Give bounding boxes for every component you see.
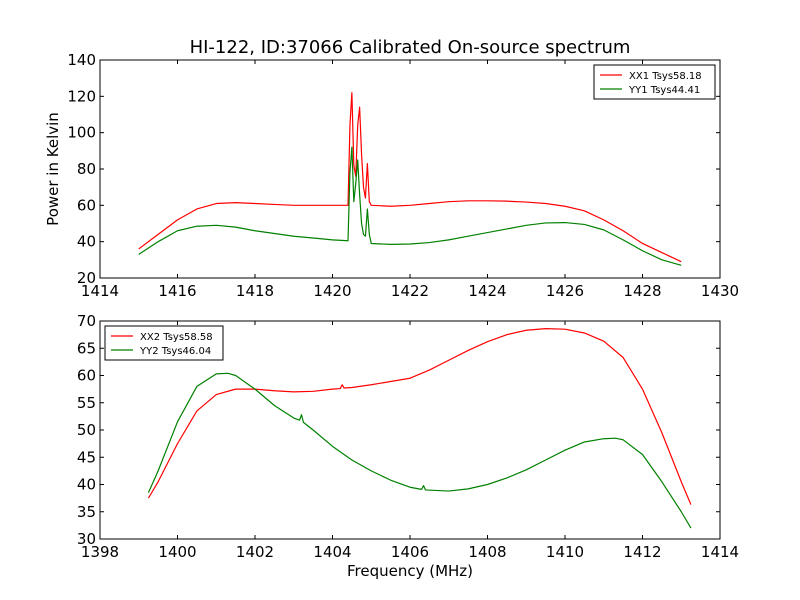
x-tick-label: 1426 — [546, 282, 584, 300]
y-tick-label: 45 — [77, 448, 96, 466]
y-tick-label: 120 — [67, 87, 96, 105]
y-tick-label: 40 — [77, 233, 96, 251]
y-tick-label: 65 — [77, 339, 96, 357]
x-tick-label: 1408 — [468, 543, 506, 561]
x-tick-label: 1402 — [236, 543, 274, 561]
x-tick-label: 1422 — [391, 282, 429, 300]
x-tick-label: 1414 — [701, 543, 739, 561]
y-tick-label: 60 — [77, 196, 96, 214]
x-tick-label: 1404 — [313, 543, 351, 561]
top-subplot: 1414 1416 1418 1420 1422 1424 1426 1428 1430 20 40… — [44, 51, 739, 300]
legend-entry: XX1 Tsys58.18 — [629, 71, 702, 82]
top-plot-frame — [99, 59, 721, 279]
y-tick-label: 80 — [77, 160, 96, 178]
top-legend: XX1 Tsys58.18 YY1 Tsys44.41 — [593, 64, 716, 100]
top-y-axis-label: Power in Kelvin — [44, 112, 62, 226]
legend-entry: YY2 Tsys46.04 — [139, 346, 211, 357]
x-tick-label: 1420 — [313, 282, 351, 300]
series-line-xx1 — [138, 92, 682, 263]
bottom-plot-frame — [99, 320, 721, 540]
series-line-yy2 — [147, 372, 692, 529]
y-tick-label: 30 — [77, 530, 96, 548]
bottom-legend: XX2 Tsys58.58 YY2 Tsys46.04 — [104, 325, 224, 361]
legend-entry: YY1 Tsys44.41 — [628, 85, 700, 96]
legend-box — [593, 64, 716, 100]
y-tick-label: 50 — [77, 421, 96, 439]
y-tick-label: 70 — [77, 312, 96, 330]
y-tick-label: 100 — [67, 124, 96, 142]
x-tick-label: 1406 — [391, 543, 429, 561]
x-tick-label: 1414 — [81, 282, 119, 300]
top-ticks: 1414 1416 1418 1420 1422 1424 1426 1428 1430 20 40… — [67, 51, 739, 300]
x-tick-label: 1428 — [623, 282, 661, 300]
bottom-x-axis-label: Frequency (MHz) — [347, 562, 473, 580]
y-tick-label: 140 — [67, 51, 96, 69]
top-series-lines — [138, 92, 682, 266]
x-tick-label: 1416 — [158, 282, 196, 300]
legend-entry: XX2 Tsys58.58 — [140, 332, 213, 343]
bottom-series-lines — [147, 328, 692, 529]
y-tick-label: 60 — [77, 367, 96, 385]
y-tick-label: 35 — [77, 503, 96, 521]
x-tick-label: 1424 — [468, 282, 506, 300]
x-tick-label: 1430 — [701, 282, 739, 300]
x-tick-label: 1412 — [623, 543, 661, 561]
x-tick-label: 1398 — [81, 543, 119, 561]
legend-box — [104, 325, 224, 361]
series-line-yy1 — [138, 146, 682, 266]
chart-title: HI-122, ID:37066 Calibrated On-source sp… — [190, 37, 631, 58]
x-tick-label: 1410 — [546, 543, 584, 561]
bottom-ticks: 1398 1400 1402 1404 1406 1408 1410 1412 1414 30 35… — [77, 312, 739, 561]
series-line-xx2 — [147, 328, 692, 505]
bottom-subplot: 1398 1400 1402 1404 1406 1408 1410 1412 1414 30 35… — [77, 312, 739, 580]
x-tick-label: 1418 — [236, 282, 274, 300]
y-tick-label: 20 — [77, 269, 96, 287]
x-tick-label: 1400 — [158, 543, 196, 561]
y-tick-label: 55 — [77, 394, 96, 412]
y-tick-label: 40 — [77, 476, 96, 494]
